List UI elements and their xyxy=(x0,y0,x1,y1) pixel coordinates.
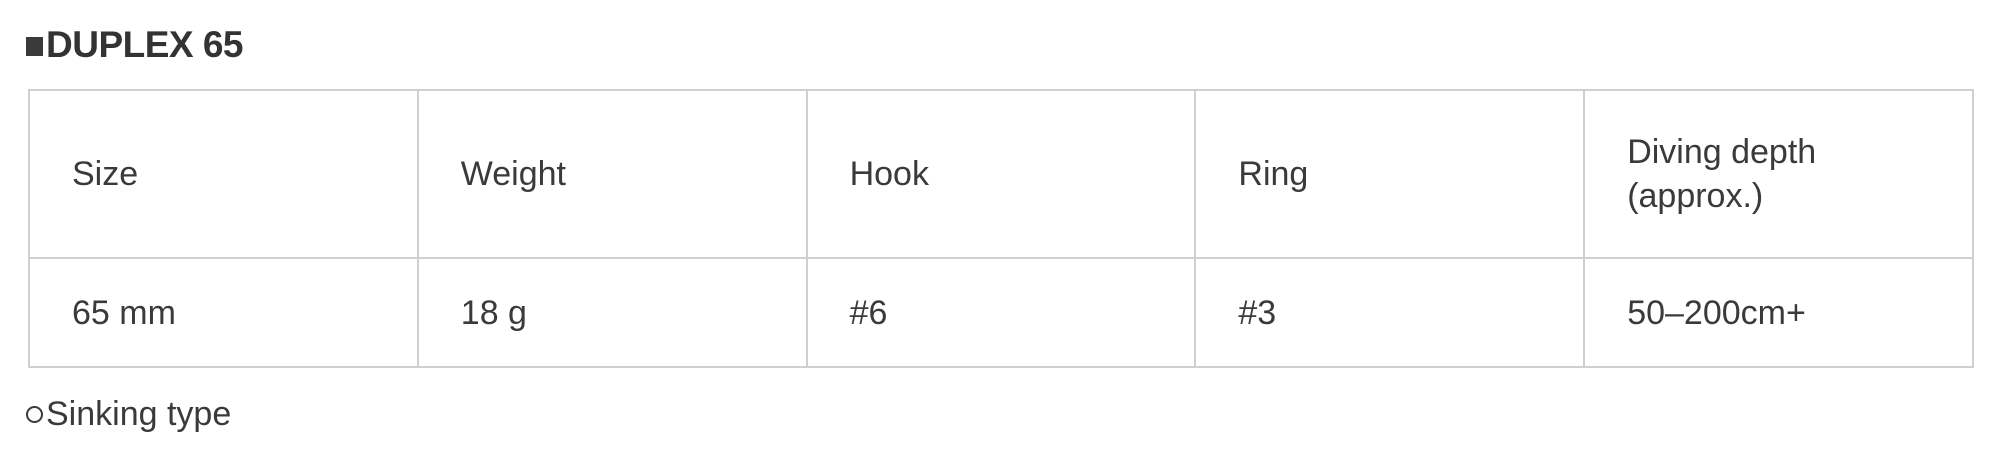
cell-diving-depth: 50–200cm+ xyxy=(1583,257,1974,368)
spec-table: Size Weight Hook Ring Diving depth (appr… xyxy=(28,89,1974,368)
square-bullet-icon xyxy=(26,37,43,56)
cell-ring: #3 xyxy=(1194,257,1586,368)
cell-hook: #6 xyxy=(805,257,1197,368)
cell-weight: 18 g xyxy=(416,257,808,368)
header-size: Size xyxy=(28,89,419,259)
header-ring: Ring xyxy=(1194,89,1586,259)
circle-bullet-icon xyxy=(26,406,43,423)
table-row: 65 mm 18 g #6 #3 50–200cm+ xyxy=(28,257,1974,368)
product-title-text: DUPLEX 65 xyxy=(46,24,244,65)
product-title: DUPLEX 65 xyxy=(26,24,244,66)
header-weight: Weight xyxy=(416,89,808,259)
note-text: Sinking type xyxy=(46,395,232,433)
cell-size: 65 mm xyxy=(28,257,419,368)
table-header-row: Size Weight Hook Ring Diving depth (appr… xyxy=(28,89,1974,259)
header-hook: Hook xyxy=(805,89,1197,259)
header-diving-depth: Diving depth (approx.) xyxy=(1583,89,1974,259)
sinking-type-note: Sinking type xyxy=(26,395,231,434)
